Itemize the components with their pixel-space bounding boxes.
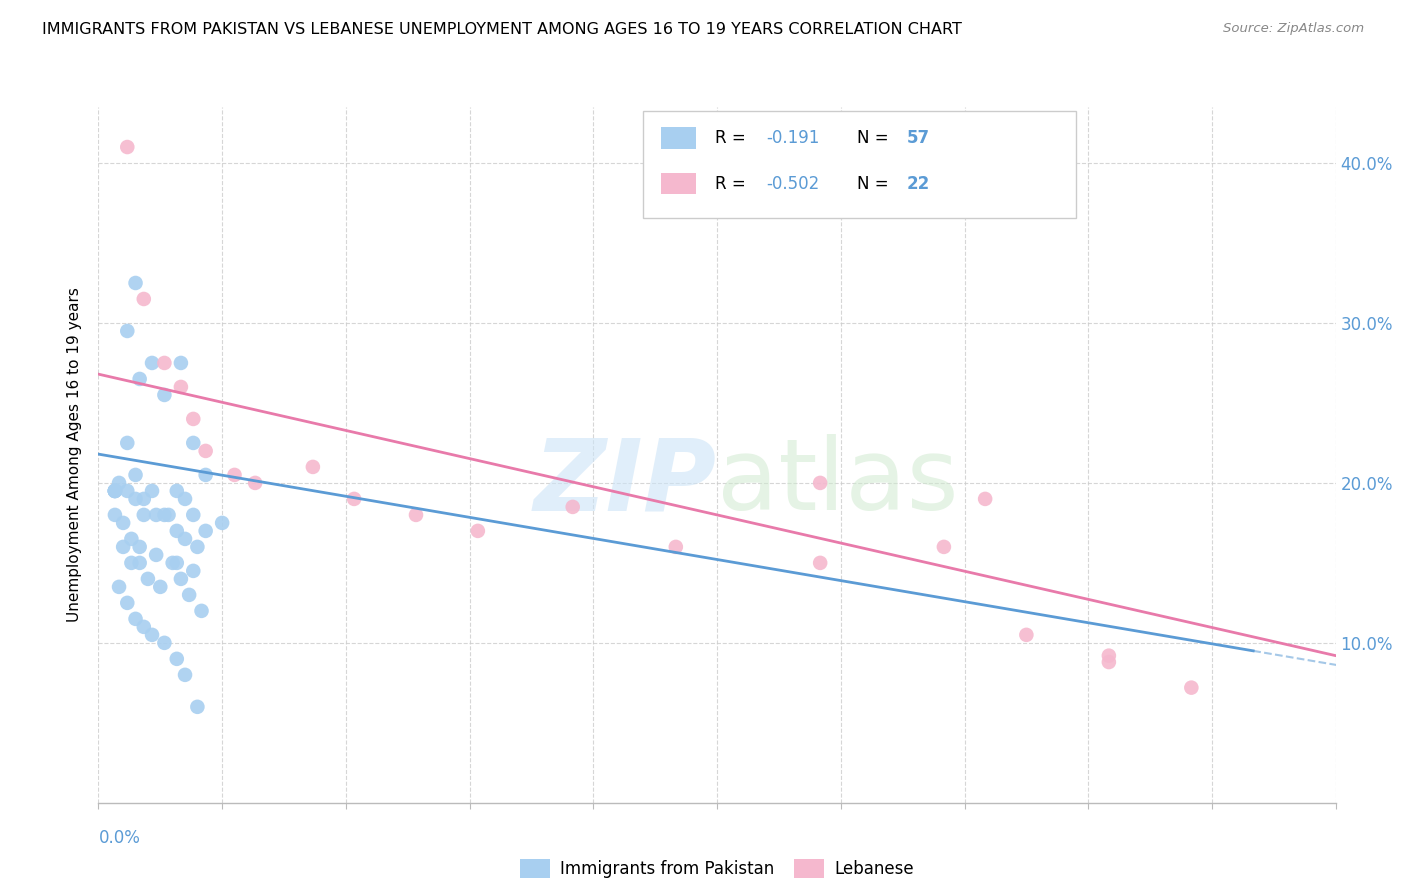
- Point: [166, 483, 188, 498]
- Point: [174, 532, 197, 546]
- Point: [170, 380, 193, 394]
- Point: [124, 467, 146, 482]
- Point: [302, 459, 325, 474]
- Text: -0.502: -0.502: [766, 175, 820, 193]
- Text: atlas: atlas: [717, 434, 959, 532]
- Point: [1098, 648, 1121, 663]
- Point: [104, 483, 127, 498]
- Point: [186, 540, 208, 554]
- Point: [186, 699, 208, 714]
- Point: [224, 467, 246, 482]
- Text: 0.0%: 0.0%: [98, 830, 141, 847]
- Point: [190, 604, 212, 618]
- Point: [181, 412, 204, 426]
- Point: [124, 276, 146, 290]
- Point: [128, 556, 150, 570]
- Legend: Immigrants from Pakistan, Lebanese: Immigrants from Pakistan, Lebanese: [513, 853, 921, 885]
- Point: [112, 540, 135, 554]
- Point: [108, 475, 131, 490]
- Point: [153, 636, 176, 650]
- Point: [170, 572, 193, 586]
- Point: [174, 491, 197, 506]
- Point: [104, 483, 127, 498]
- Point: [166, 524, 188, 538]
- Text: N =: N =: [856, 129, 894, 147]
- Point: [665, 540, 688, 554]
- Point: [108, 580, 131, 594]
- Point: [1098, 655, 1121, 669]
- Point: [104, 483, 127, 498]
- Point: [145, 508, 167, 522]
- Point: [117, 596, 139, 610]
- Point: [808, 475, 831, 490]
- Point: [141, 628, 163, 642]
- Point: [181, 508, 204, 522]
- Point: [145, 548, 167, 562]
- Point: [243, 475, 266, 490]
- Point: [974, 491, 997, 506]
- Point: [211, 516, 233, 530]
- Point: [194, 444, 217, 458]
- Point: [112, 516, 135, 530]
- Text: IMMIGRANTS FROM PAKISTAN VS LEBANESE UNEMPLOYMENT AMONG AGES 16 TO 19 YEARS CORR: IMMIGRANTS FROM PAKISTAN VS LEBANESE UNE…: [42, 22, 962, 37]
- Text: R =: R =: [714, 129, 751, 147]
- Text: 57: 57: [907, 129, 929, 147]
- Point: [932, 540, 955, 554]
- FancyBboxPatch shape: [661, 172, 696, 194]
- Point: [181, 436, 204, 450]
- Point: [405, 508, 427, 522]
- Point: [194, 524, 217, 538]
- Point: [181, 564, 204, 578]
- Point: [179, 588, 201, 602]
- Point: [1180, 681, 1202, 695]
- Text: -0.191: -0.191: [766, 129, 820, 147]
- Point: [166, 556, 188, 570]
- Point: [104, 483, 127, 498]
- Point: [104, 483, 127, 498]
- Point: [166, 652, 188, 666]
- Point: [117, 483, 139, 498]
- Point: [124, 612, 146, 626]
- Point: [1015, 628, 1038, 642]
- Point: [157, 508, 180, 522]
- Point: [141, 356, 163, 370]
- Point: [117, 140, 139, 154]
- Point: [561, 500, 583, 514]
- Point: [132, 508, 155, 522]
- Point: [132, 491, 155, 506]
- Point: [194, 467, 217, 482]
- FancyBboxPatch shape: [661, 128, 696, 149]
- Point: [343, 491, 366, 506]
- Point: [153, 508, 176, 522]
- Point: [120, 556, 142, 570]
- Point: [117, 324, 139, 338]
- Point: [149, 580, 172, 594]
- Text: Source: ZipAtlas.com: Source: ZipAtlas.com: [1223, 22, 1364, 36]
- Point: [132, 620, 155, 634]
- FancyBboxPatch shape: [643, 111, 1076, 219]
- Point: [808, 556, 831, 570]
- Point: [170, 356, 193, 370]
- Point: [117, 436, 139, 450]
- Text: ZIP: ZIP: [534, 434, 717, 532]
- Point: [162, 556, 184, 570]
- Point: [153, 388, 176, 402]
- Point: [128, 540, 150, 554]
- Y-axis label: Unemployment Among Ages 16 to 19 years: Unemployment Among Ages 16 to 19 years: [67, 287, 83, 623]
- Text: N =: N =: [856, 175, 894, 193]
- Point: [128, 372, 150, 386]
- Point: [136, 572, 159, 586]
- Point: [120, 532, 142, 546]
- Point: [132, 292, 155, 306]
- Text: R =: R =: [714, 175, 751, 193]
- Point: [467, 524, 489, 538]
- Point: [141, 483, 163, 498]
- Point: [124, 491, 146, 506]
- Point: [104, 508, 127, 522]
- Point: [174, 668, 197, 682]
- Text: 22: 22: [907, 175, 929, 193]
- Point: [153, 356, 176, 370]
